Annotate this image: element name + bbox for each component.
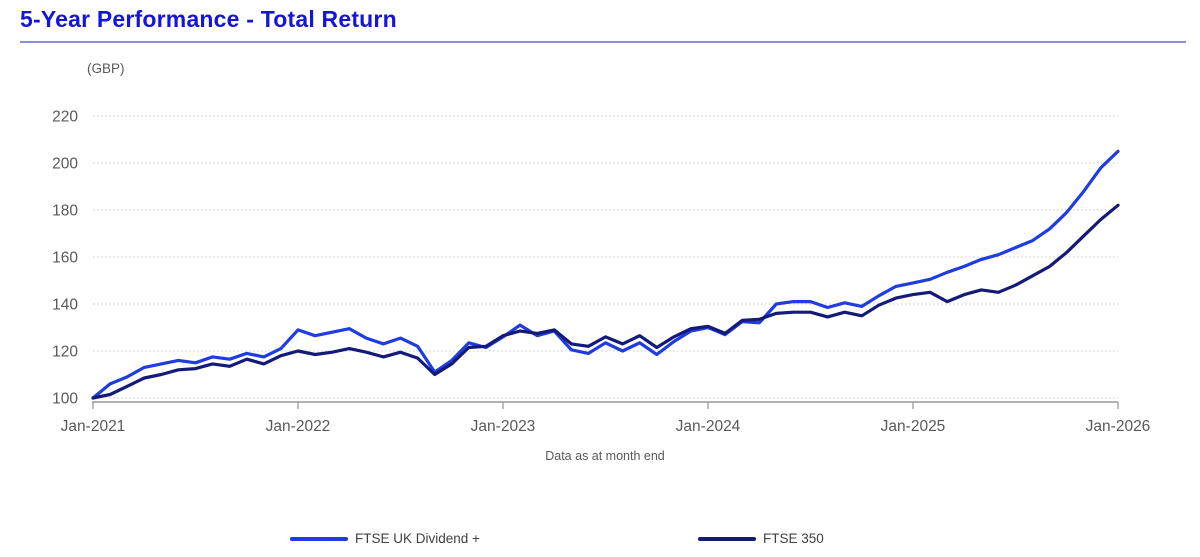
y-axis-label: 220 bbox=[52, 109, 78, 126]
legend-label: FTSE UK Dividend + bbox=[355, 531, 480, 546]
y-axis-label: 140 bbox=[52, 297, 78, 314]
series-line-ftse-350 bbox=[91, 203, 1120, 400]
legend-line-swatch-blue bbox=[290, 536, 348, 541]
x-axis-label: Jan-2022 bbox=[266, 418, 331, 435]
y-axis-label: 200 bbox=[52, 156, 78, 173]
y-axis-label: 180 bbox=[52, 203, 78, 220]
y-axis-label: 120 bbox=[52, 344, 78, 361]
x-axis-label: Jan-2021 bbox=[61, 418, 126, 435]
legend-item-ftse-uk-dividend-plus: FTSE UK Dividend + bbox=[290, 531, 480, 546]
page-title: 5-Year Performance - Total Return bbox=[20, 6, 397, 32]
chart-caption: Data as at month end bbox=[545, 449, 665, 463]
y-axis-label: 160 bbox=[52, 250, 78, 267]
x-axis-label: Jan-2024 bbox=[676, 418, 741, 435]
y-axis-label: 100 bbox=[52, 391, 78, 408]
x-axis-label: Jan-2026 bbox=[1086, 418, 1151, 435]
title-underline-rule bbox=[20, 41, 1186, 43]
x-axis-label: Jan-2025 bbox=[881, 418, 946, 435]
legend-label: FTSE 350 bbox=[763, 531, 824, 546]
legend-line-swatch-navy bbox=[698, 536, 756, 541]
currency-unit-label: (GBP) bbox=[87, 61, 125, 76]
legend-item-ftse-350: FTSE 350 bbox=[698, 531, 824, 546]
x-axis-label: Jan-2023 bbox=[471, 418, 536, 435]
series-line-ftse-uk-dividend-plus bbox=[91, 149, 1120, 400]
